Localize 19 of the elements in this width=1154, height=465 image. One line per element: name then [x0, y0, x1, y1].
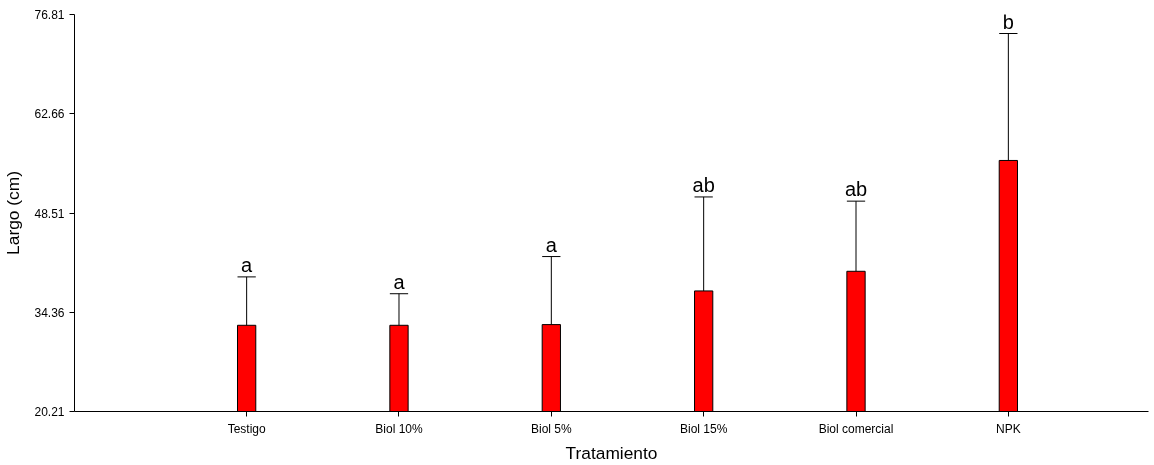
y-tick-label: 48.51: [34, 206, 65, 221]
x-axis-title: Tratamiento: [565, 442, 658, 463]
annotation: ab: [692, 173, 715, 196]
annotation: ab: [844, 178, 868, 201]
y-tick-label: 34.36: [34, 305, 65, 320]
x-tick-label: Biol 15%: [679, 421, 728, 436]
annotation: a: [241, 253, 254, 276]
y-tick-label: 62.66: [34, 107, 65, 122]
y-tick-label: 76.81: [34, 8, 65, 22]
y-axis-title: Largo (cm): [3, 171, 24, 255]
annotation: a: [545, 233, 558, 256]
x-tick-label: Testigo: [227, 421, 266, 436]
x-tick-label: Biol 5%: [530, 421, 572, 436]
x-tick-label: Biol comercial: [818, 421, 894, 436]
y-tick-label: 20.21: [34, 405, 65, 419]
x-tick-label: NPK: [996, 421, 1021, 436]
annotation: a: [393, 270, 406, 293]
x-tick-label: Biol 10%: [375, 421, 423, 436]
annotation: b: [1002, 10, 1014, 33]
